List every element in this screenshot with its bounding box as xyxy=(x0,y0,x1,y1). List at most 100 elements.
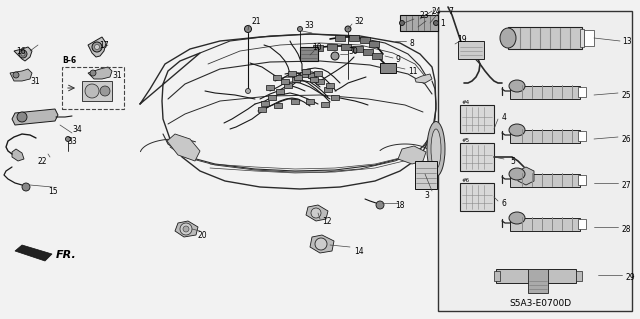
Bar xyxy=(584,30,594,46)
Bar xyxy=(62,67,124,109)
Polygon shape xyxy=(306,205,328,221)
Circle shape xyxy=(345,26,351,32)
Circle shape xyxy=(244,26,252,33)
Bar xyxy=(261,100,269,106)
Bar xyxy=(300,47,318,61)
Text: 7: 7 xyxy=(448,6,453,16)
Text: 31: 31 xyxy=(30,77,40,85)
Text: 19: 19 xyxy=(457,34,467,43)
Text: B-6: B-6 xyxy=(62,56,76,65)
Bar xyxy=(580,29,584,47)
Text: 27: 27 xyxy=(622,181,632,189)
Text: 26: 26 xyxy=(622,135,632,144)
Bar xyxy=(335,35,345,41)
Text: 11: 11 xyxy=(408,66,417,76)
Ellipse shape xyxy=(427,122,445,176)
Bar xyxy=(326,83,334,87)
Text: #6: #6 xyxy=(462,178,470,183)
Bar xyxy=(510,86,580,99)
Bar xyxy=(288,70,296,76)
Bar xyxy=(380,63,396,73)
Text: 12: 12 xyxy=(322,217,332,226)
Polygon shape xyxy=(398,146,426,164)
Text: 22: 22 xyxy=(38,157,47,166)
Circle shape xyxy=(85,84,99,98)
Bar xyxy=(415,161,437,189)
Text: 24: 24 xyxy=(432,6,442,16)
Circle shape xyxy=(183,226,189,232)
Circle shape xyxy=(92,42,102,52)
Circle shape xyxy=(17,112,27,122)
Circle shape xyxy=(21,52,25,56)
Polygon shape xyxy=(15,245,52,261)
Bar xyxy=(460,183,494,211)
Polygon shape xyxy=(12,109,58,125)
Bar xyxy=(458,41,484,59)
Bar xyxy=(300,71,308,77)
Bar xyxy=(576,271,582,281)
Text: S5A3-E0700D: S5A3-E0700D xyxy=(509,300,571,308)
Text: #5: #5 xyxy=(462,138,470,143)
Bar xyxy=(400,15,438,31)
Polygon shape xyxy=(10,69,32,81)
Bar xyxy=(291,99,299,103)
Text: 33: 33 xyxy=(67,137,77,145)
Bar xyxy=(578,131,586,141)
Bar xyxy=(266,85,274,90)
Bar xyxy=(438,11,632,311)
Bar xyxy=(578,87,586,97)
Bar xyxy=(578,219,586,229)
Polygon shape xyxy=(12,149,24,161)
Text: 33: 33 xyxy=(304,21,314,31)
Text: 1: 1 xyxy=(440,19,445,27)
Text: 32: 32 xyxy=(354,18,364,26)
Ellipse shape xyxy=(509,124,525,136)
Bar xyxy=(363,49,373,55)
Bar xyxy=(331,94,339,100)
Polygon shape xyxy=(167,134,200,161)
Text: 23: 23 xyxy=(420,11,429,19)
Bar xyxy=(578,175,586,185)
Bar xyxy=(369,41,379,47)
Bar xyxy=(310,77,318,81)
Bar xyxy=(316,78,324,84)
Circle shape xyxy=(298,26,303,32)
Text: 9: 9 xyxy=(396,55,401,63)
Circle shape xyxy=(433,20,438,26)
Circle shape xyxy=(22,183,30,191)
Circle shape xyxy=(180,223,192,235)
Circle shape xyxy=(95,44,99,49)
Circle shape xyxy=(100,86,110,96)
Bar xyxy=(460,105,494,133)
Bar xyxy=(294,75,302,79)
Polygon shape xyxy=(310,235,334,253)
Polygon shape xyxy=(415,74,432,83)
Bar xyxy=(276,88,284,93)
Bar xyxy=(281,78,289,84)
Bar xyxy=(372,53,382,59)
Polygon shape xyxy=(518,167,534,185)
Polygon shape xyxy=(88,37,106,57)
Ellipse shape xyxy=(431,129,441,169)
Bar xyxy=(314,70,322,76)
Bar xyxy=(360,37,370,43)
Bar xyxy=(353,46,363,52)
Text: 8: 8 xyxy=(410,39,415,48)
Bar xyxy=(284,83,292,87)
Text: 31: 31 xyxy=(112,70,122,79)
Circle shape xyxy=(19,50,27,58)
Bar xyxy=(82,81,112,101)
Bar xyxy=(306,99,314,103)
Text: 20: 20 xyxy=(197,231,207,240)
Circle shape xyxy=(331,52,339,60)
Circle shape xyxy=(315,238,327,250)
Text: 6: 6 xyxy=(502,198,507,207)
Text: 15: 15 xyxy=(48,187,58,196)
Text: 21: 21 xyxy=(251,18,260,26)
Bar xyxy=(349,35,359,41)
Bar xyxy=(302,69,310,73)
Bar xyxy=(274,102,282,108)
Bar xyxy=(496,269,576,283)
Text: 34: 34 xyxy=(72,124,82,133)
Text: 5: 5 xyxy=(510,157,515,166)
